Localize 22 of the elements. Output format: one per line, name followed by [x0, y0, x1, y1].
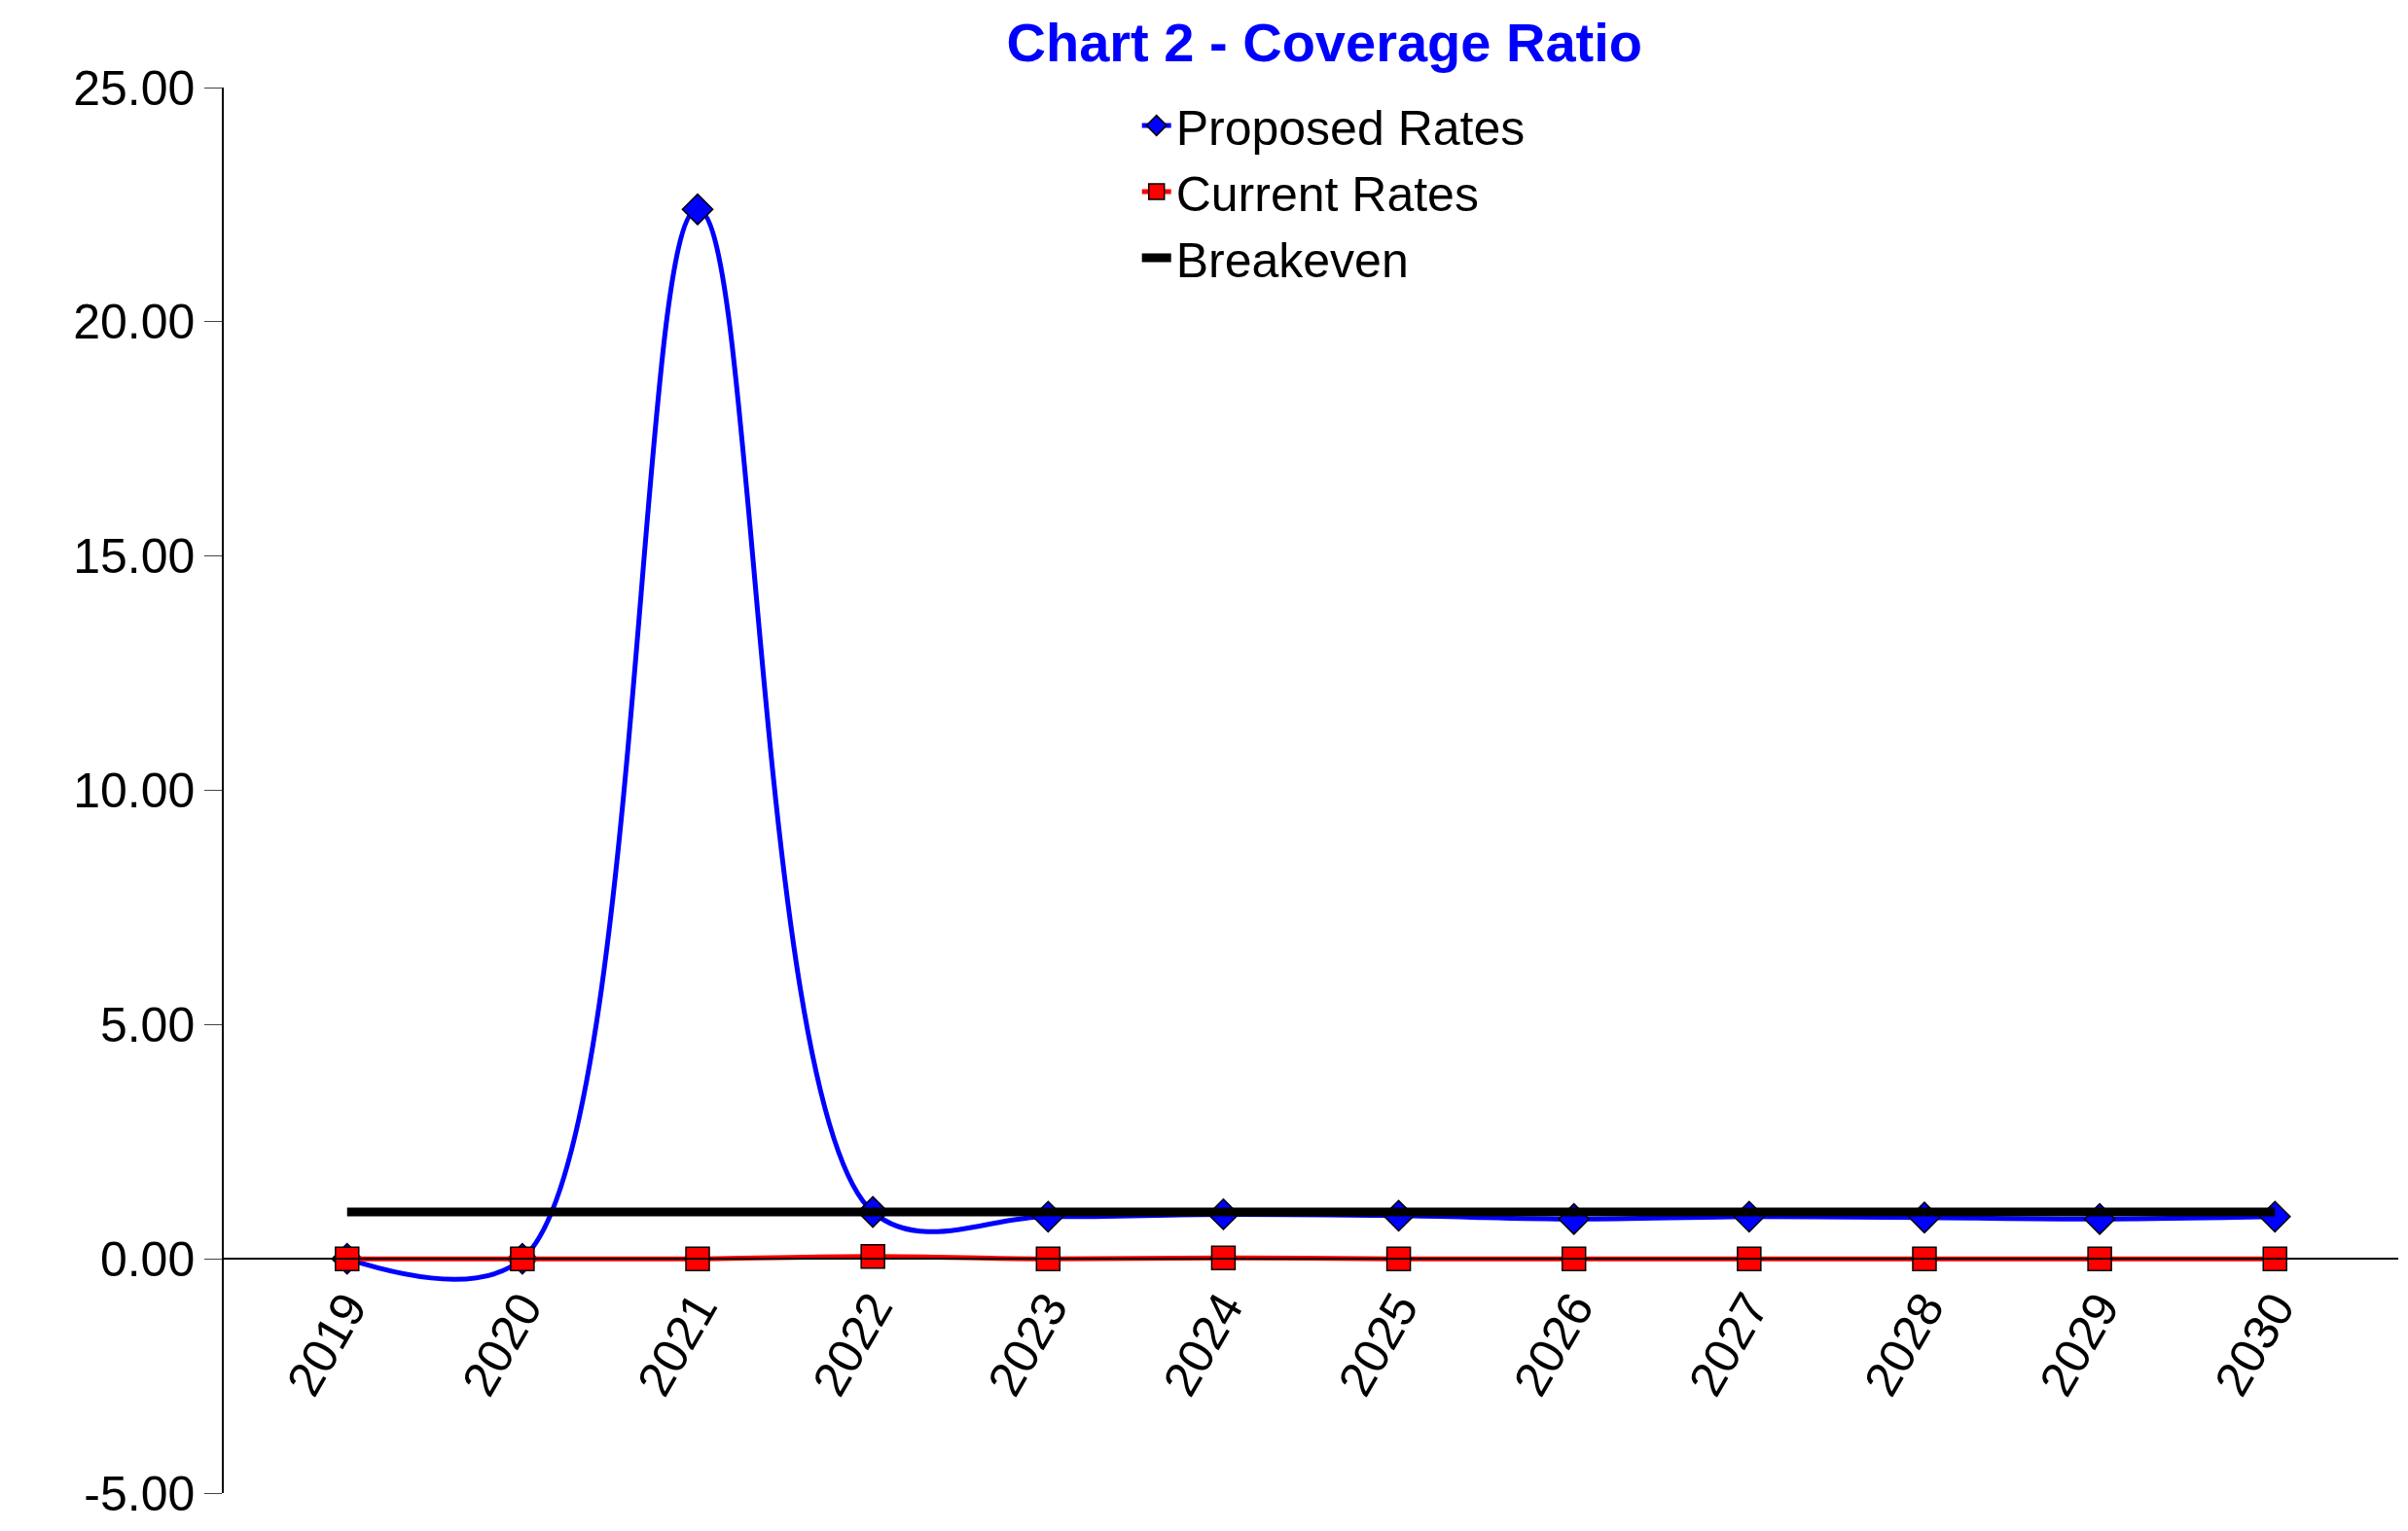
y-tick-label: 5.00 — [99, 997, 196, 1052]
y-tick-label: 10.00 — [73, 764, 196, 818]
point — [1912, 1246, 1937, 1271]
point — [681, 193, 714, 226]
point — [1737, 1246, 1762, 1271]
point — [860, 1244, 885, 1269]
y-tick-label: 0.00 — [99, 1231, 196, 1287]
y-tick-label: -5.00 — [84, 1466, 196, 1521]
y-tick-label: 15.00 — [73, 529, 196, 585]
point — [1210, 1245, 1237, 1270]
legend-label: Breakeven — [1175, 232, 1409, 288]
chart-title: Chart 2 - Coverage Ratio — [1006, 11, 1642, 73]
point — [2262, 1246, 2287, 1271]
point — [1035, 1246, 1061, 1271]
legend-label: Proposed Rates — [1175, 100, 1526, 156]
y-tick-label: 25.00 — [73, 60, 196, 116]
point — [685, 1246, 710, 1271]
point — [1385, 1246, 1412, 1271]
y-tick-label: 20.00 — [73, 295, 196, 350]
point — [1561, 1246, 1587, 1271]
point — [2087, 1246, 2112, 1271]
legend-label: Current Rates — [1175, 166, 1479, 222]
